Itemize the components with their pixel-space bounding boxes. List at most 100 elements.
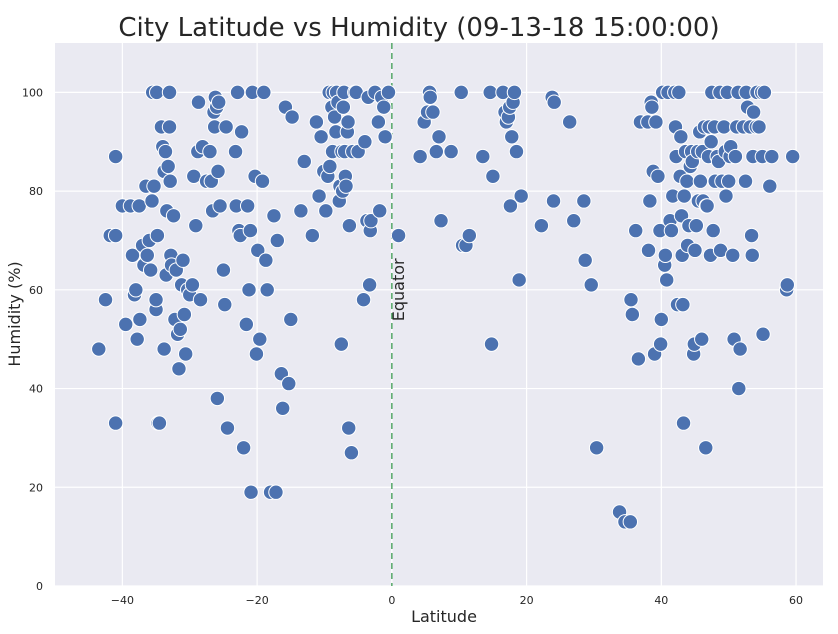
data-point [737, 173, 754, 189]
data-point [176, 306, 193, 323]
data-point [266, 208, 282, 224]
data-point [308, 114, 325, 130]
data-point [341, 420, 357, 436]
data-point [340, 114, 356, 130]
data-point [720, 173, 737, 189]
data-point [128, 282, 144, 298]
data-point [335, 99, 352, 115]
data-point [718, 188, 734, 204]
data-point [762, 178, 778, 194]
data-point [764, 148, 780, 165]
data-point [671, 84, 687, 101]
data-point [482, 84, 498, 101]
x-tick-label: 0 [388, 594, 395, 607]
data-point [172, 321, 189, 338]
data-point [716, 119, 732, 135]
data-point [640, 242, 657, 259]
chart-title: City Latitude vs Humidity (09-13-18 15:0… [118, 13, 719, 43]
data-point [144, 193, 160, 209]
data-point [275, 400, 291, 416]
data-point [673, 129, 689, 145]
data-point [322, 158, 338, 175]
data-point [377, 129, 393, 145]
data-point [653, 311, 670, 328]
data-point [160, 158, 176, 175]
data-point [238, 316, 255, 333]
data-point [725, 247, 741, 263]
data-point [149, 227, 166, 244]
data-point [357, 134, 373, 150]
data-point [217, 296, 233, 313]
data-point [192, 291, 209, 308]
data-point [283, 311, 299, 328]
data-point [281, 375, 297, 392]
data-point [107, 148, 124, 165]
data-point [583, 277, 599, 293]
data-point [338, 178, 354, 194]
data-point [703, 134, 719, 150]
data-point [623, 291, 639, 308]
data-point [675, 296, 691, 313]
data-point [679, 173, 695, 189]
data-point [202, 143, 218, 160]
data-point [268, 484, 284, 500]
data-point [533, 217, 550, 234]
x-tick-label: 40 [654, 594, 668, 607]
data-point [243, 484, 259, 500]
data-point [333, 336, 350, 352]
data-point [506, 84, 523, 101]
tick-labels: −40 −20 0 20 40 60 0 20 40 60 80 100 [22, 86, 803, 607]
data-point [175, 252, 191, 268]
data-point [256, 84, 272, 101]
data-point [146, 178, 162, 194]
data-point [254, 173, 271, 189]
data-point [227, 143, 244, 160]
data-point [211, 94, 227, 110]
data-point [630, 351, 647, 367]
data-point [628, 222, 644, 239]
data-point [694, 331, 710, 347]
data-point [433, 213, 449, 229]
data-point [258, 252, 274, 268]
data-point [546, 94, 562, 110]
data-point [184, 277, 201, 293]
data-point [511, 272, 527, 288]
data-point [341, 217, 358, 234]
data-point [504, 129, 520, 145]
data-point [744, 247, 760, 263]
data-point [475, 148, 491, 165]
data-point [698, 440, 714, 456]
data-point [355, 291, 372, 308]
data-point [390, 227, 407, 244]
data-point [577, 252, 593, 268]
data-point [269, 232, 286, 249]
data-point [161, 119, 178, 135]
data-point [363, 213, 379, 229]
data-point [162, 173, 178, 189]
data-point [622, 514, 639, 530]
x-tick-label: −20 [245, 594, 268, 607]
data-point [326, 109, 343, 125]
data-point [233, 124, 250, 140]
data-point [229, 84, 246, 101]
data-point [343, 445, 360, 461]
data-point [676, 188, 692, 204]
data-point [296, 153, 312, 170]
data-point [118, 316, 134, 333]
data-point [156, 341, 172, 357]
data-point [422, 89, 438, 106]
data-point [165, 208, 182, 224]
data-point [186, 168, 202, 184]
data-point [428, 143, 445, 160]
data-point [699, 198, 715, 214]
data-point [376, 99, 392, 115]
data-point [648, 114, 664, 130]
data-point [727, 148, 744, 165]
data-point [443, 143, 459, 160]
data-point [756, 84, 773, 101]
data-point [132, 311, 148, 328]
data-point [129, 331, 145, 347]
data-point [644, 99, 660, 115]
data-point [188, 217, 204, 234]
